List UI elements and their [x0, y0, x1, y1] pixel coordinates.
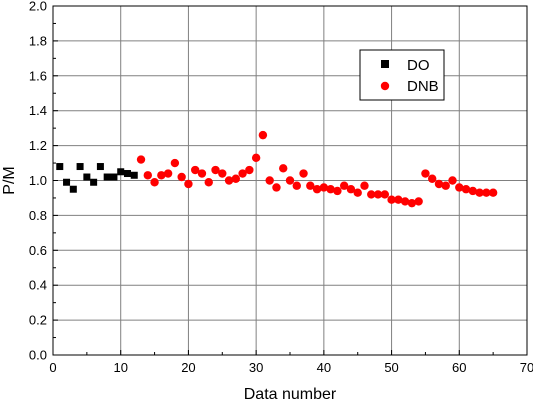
point-do	[123, 170, 131, 178]
legend: DO DNB	[359, 49, 445, 101]
point-dnb	[279, 164, 288, 173]
point-dnb	[414, 197, 423, 206]
y-tick-label: 0.0	[29, 348, 47, 363]
point-do	[103, 173, 111, 181]
tick-labels: 0 10 20 30 40 50 60 70 0.0 0.2 0.4 0.6 0.8 1.0 1.2 1.4 1…	[29, 0, 533, 375]
point-dnb	[157, 171, 166, 180]
point-dnb	[360, 181, 369, 190]
y-tick-label: 0.8	[29, 208, 47, 223]
y-tick-label: 1.4	[29, 103, 47, 118]
point-do	[110, 173, 118, 181]
point-dnb	[224, 176, 234, 185]
point-do	[63, 178, 71, 186]
point-dnb	[461, 185, 471, 194]
y-axis-title: P/M	[1, 166, 18, 194]
y-tick-label: 0.4	[29, 278, 47, 293]
y-tick-label: 1.0	[29, 173, 47, 188]
point-do	[56, 163, 64, 171]
point-dnb	[468, 186, 478, 196]
point-dnb	[231, 174, 241, 183]
point-dnb	[428, 174, 437, 183]
y-tick-label: 0.2	[29, 313, 47, 328]
point-dnb	[197, 169, 207, 178]
point-dnb	[482, 188, 491, 197]
point-dnb	[258, 130, 268, 140]
point-dnb	[184, 179, 193, 189]
y-tick-label: 1.8	[29, 33, 47, 48]
y-tick-label: 2.0	[29, 0, 47, 14]
x-tick-label: 50	[384, 360, 398, 375]
point-dnb	[272, 183, 281, 192]
x-tick-label: 70	[520, 360, 533, 375]
point-dnb	[245, 165, 254, 175]
point-dnb	[319, 183, 329, 192]
axis-ticks	[52, 5, 528, 356]
point-dnb	[265, 176, 274, 185]
point-dnb	[475, 188, 484, 197]
point-do	[117, 168, 125, 176]
point-dnb	[238, 169, 247, 178]
point-dnb	[251, 153, 261, 163]
legend-marker-do	[381, 60, 389, 68]
point-dnb	[218, 169, 227, 178]
point-dnb	[177, 172, 186, 182]
point-do	[83, 173, 91, 181]
x-tick-label: 10	[113, 360, 127, 375]
legend-label-do: DO	[407, 57, 430, 74]
point-dnb	[306, 181, 315, 190]
x-tick-label: 30	[249, 360, 263, 375]
point-dnb	[407, 198, 417, 208]
point-do	[69, 185, 77, 193]
point-dnb	[299, 169, 308, 178]
point-dnb	[191, 165, 200, 175]
point-dnb	[421, 169, 430, 178]
point-dnb	[346, 185, 356, 194]
point-dnb	[285, 176, 295, 185]
point-dnb	[326, 185, 335, 194]
point-dnb	[394, 195, 403, 204]
point-dnb	[150, 178, 159, 187]
legend-marker-dnb	[380, 81, 390, 91]
point-dnb	[488, 188, 498, 197]
data-points	[56, 130, 498, 208]
point-dnb	[380, 190, 389, 199]
point-dnb	[441, 181, 450, 190]
point-dnb	[170, 158, 180, 168]
x-tick-label: 0	[49, 360, 56, 375]
point-dnb	[367, 190, 376, 199]
point-do	[90, 178, 98, 186]
point-do	[76, 163, 84, 171]
x-tick-label: 20	[181, 360, 195, 375]
point-dnb	[292, 181, 301, 190]
legend-box	[359, 49, 445, 101]
point-dnb	[387, 195, 396, 204]
point-dnb	[339, 181, 349, 190]
x-axis-title: Data number	[244, 386, 337, 403]
x-tick-label: 40	[317, 360, 331, 375]
point-dnb	[211, 165, 220, 175]
point-dnb	[333, 186, 342, 196]
x-tick-label: 60	[452, 360, 466, 375]
point-dnb	[373, 190, 383, 199]
y-tick-label: 0.6	[29, 243, 47, 258]
point-dnb	[434, 179, 444, 189]
legend-label-dnb: DNB	[407, 78, 439, 95]
point-do	[130, 171, 138, 179]
point-dnb	[163, 169, 173, 178]
point-dnb	[312, 185, 322, 194]
point-dnb	[143, 171, 152, 180]
y-tick-label: 1.6	[29, 68, 47, 83]
point-dnb	[400, 197, 410, 206]
point-dnb	[448, 176, 457, 185]
point-dnb	[353, 188, 362, 197]
point-do	[96, 163, 104, 171]
point-dnb	[204, 178, 213, 187]
y-tick-label: 1.2	[29, 138, 47, 153]
point-dnb	[455, 183, 464, 192]
gridlines	[53, 6, 527, 355]
point-dnb	[136, 155, 146, 164]
